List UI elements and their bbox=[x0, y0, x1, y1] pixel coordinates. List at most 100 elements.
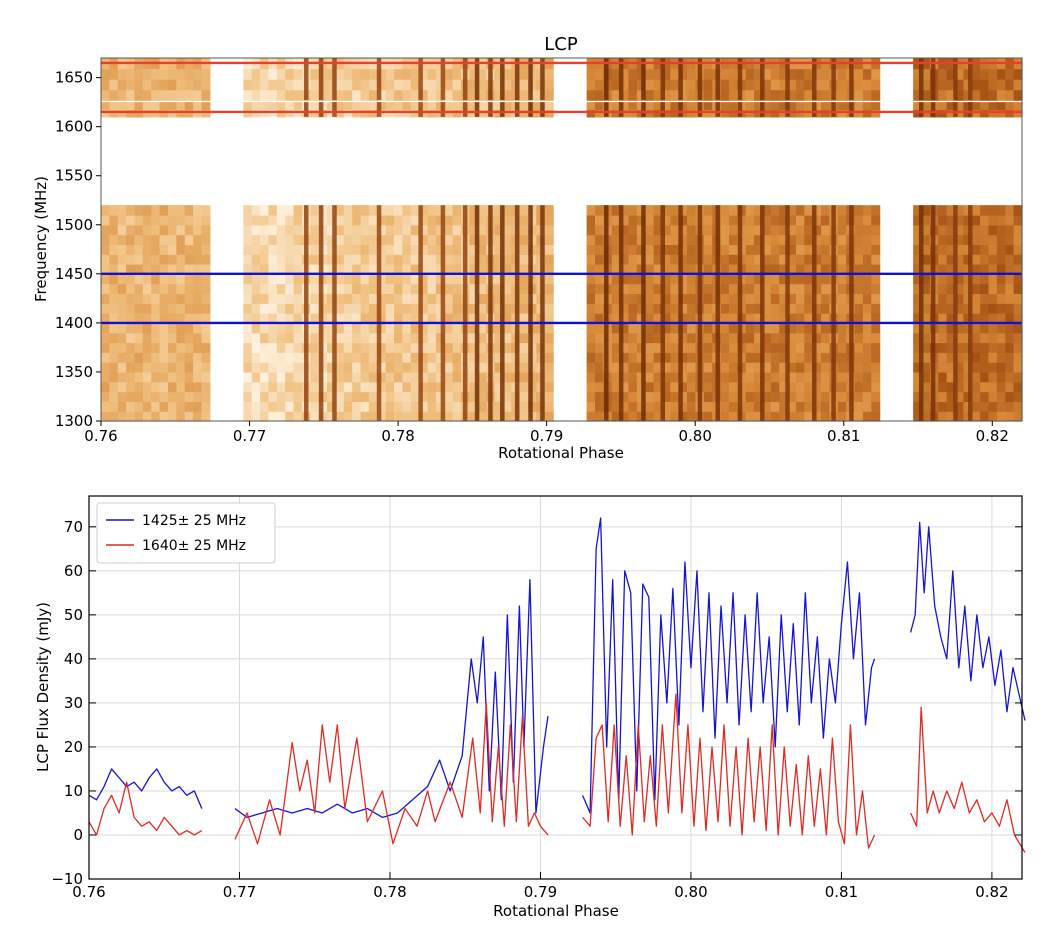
spectrum-cell bbox=[167, 234, 177, 245]
spectrum-cell bbox=[971, 234, 981, 245]
spectrum-cell bbox=[385, 264, 395, 275]
spectrum-cell bbox=[661, 102, 671, 111]
spectrum-cell bbox=[167, 401, 177, 412]
spectrum-cell bbox=[787, 264, 797, 275]
spectrum-cell bbox=[745, 234, 755, 245]
spectrum-cell bbox=[410, 381, 420, 393]
spectrum-cell bbox=[586, 293, 596, 304]
spectrum-cell bbox=[293, 381, 303, 393]
spectrum-cell bbox=[394, 371, 404, 383]
spectrum-cell bbox=[427, 381, 437, 393]
spectrum-cell bbox=[368, 234, 378, 245]
spectrum-cell bbox=[134, 362, 144, 373]
spectrum-cell bbox=[628, 362, 638, 373]
spectrum-cell bbox=[385, 332, 395, 344]
spectrum-cell bbox=[469, 332, 479, 344]
spectrum-cell bbox=[921, 254, 931, 265]
spectrum-cell bbox=[938, 322, 948, 334]
spectrum-cell bbox=[368, 254, 378, 265]
spectrum-cell bbox=[159, 89, 169, 101]
spectrum-cell bbox=[971, 391, 981, 402]
spectrum-cell bbox=[394, 68, 404, 80]
spectrum-cell bbox=[394, 244, 404, 255]
spectrum-cell bbox=[871, 401, 881, 412]
spectrum-cell bbox=[151, 224, 161, 236]
spectrum-cell bbox=[586, 205, 596, 216]
spectrum-cell bbox=[402, 244, 412, 255]
spectrum-cell bbox=[628, 332, 638, 344]
spectrum-cell bbox=[703, 234, 713, 245]
spectrum-cell bbox=[109, 234, 119, 245]
spectrum-cell bbox=[804, 293, 814, 304]
spectrum-cell bbox=[963, 411, 973, 422]
burst-stripe bbox=[440, 58, 446, 101]
spectrum-cell bbox=[586, 342, 596, 353]
spectrum-cell bbox=[703, 381, 713, 393]
spectrum-cell bbox=[913, 283, 923, 295]
spectrum-cell bbox=[419, 283, 429, 295]
spectrum-cell bbox=[276, 371, 286, 383]
spectrum-cell bbox=[201, 411, 211, 422]
spectrum-cell bbox=[544, 109, 554, 118]
spectrum-cell bbox=[762, 283, 772, 295]
spectrum-cell bbox=[184, 411, 194, 422]
spectrum-cell bbox=[410, 264, 420, 275]
spectrum-cell bbox=[996, 313, 1006, 324]
spectrum-cell bbox=[762, 371, 772, 383]
spectrum-cell bbox=[996, 244, 1006, 255]
spectrum-cell bbox=[980, 411, 990, 422]
spectrum-cell bbox=[594, 352, 604, 363]
spectrum-cell bbox=[494, 68, 504, 80]
spectrum-cell bbox=[812, 411, 822, 422]
spectrum-cell bbox=[946, 102, 956, 111]
spectrum-cell bbox=[285, 109, 295, 118]
spectrum-cell bbox=[427, 109, 437, 118]
spectrum-cell bbox=[862, 234, 872, 245]
spectrum-cell bbox=[1013, 254, 1023, 265]
spectrum-cell bbox=[394, 362, 404, 373]
spectrum-cell bbox=[586, 254, 596, 265]
spectrum-cell bbox=[117, 264, 127, 275]
spectrum-cell bbox=[410, 254, 420, 265]
spectrum-cell bbox=[938, 283, 948, 295]
spectrum-cell bbox=[167, 391, 177, 402]
spectrum-cell bbox=[159, 322, 169, 334]
spectrum-cell bbox=[452, 313, 462, 324]
spectrum-cell bbox=[276, 283, 286, 295]
spectrum-cell bbox=[980, 293, 990, 304]
spectrum-cell bbox=[862, 352, 872, 363]
spectrum-cell bbox=[837, 293, 847, 304]
spectrum-cell bbox=[243, 303, 253, 314]
spectrum-cell bbox=[327, 273, 337, 285]
spectrum-cell bbox=[385, 342, 395, 353]
spectrum-cell bbox=[754, 244, 764, 255]
spectrum-cell bbox=[394, 381, 404, 393]
spectrum-cell bbox=[142, 273, 152, 285]
spectrum-cell bbox=[519, 401, 529, 412]
spectrum-cell bbox=[1013, 322, 1023, 334]
spectrum-cell bbox=[594, 371, 604, 383]
spectrum-cell bbox=[293, 401, 303, 412]
spectrum-cell bbox=[745, 293, 755, 304]
spectrum-cell bbox=[444, 234, 454, 245]
spectrum-cell bbox=[435, 224, 445, 236]
spectrum-cell bbox=[444, 273, 454, 285]
spectrum-cell bbox=[268, 205, 278, 216]
spectrum-cell bbox=[971, 303, 981, 314]
spectrum-cell bbox=[653, 303, 663, 314]
spectrum-cell bbox=[260, 401, 270, 412]
burst-stripe bbox=[849, 58, 854, 101]
spectrum-cell bbox=[946, 79, 956, 91]
spectrum-cell bbox=[594, 205, 604, 216]
spectrum-cell bbox=[502, 411, 512, 422]
spectrum-cell bbox=[544, 293, 554, 304]
spectrum-cell bbox=[276, 332, 286, 344]
spectrum-cell bbox=[293, 362, 303, 373]
spectrum-cell bbox=[653, 283, 663, 295]
burst-stripe bbox=[500, 58, 505, 101]
spectrum-cell bbox=[678, 89, 688, 101]
spectrum-cell bbox=[787, 322, 797, 334]
spectrum-cell bbox=[360, 362, 370, 373]
burst-stripe bbox=[462, 58, 468, 101]
spectrum-cell bbox=[871, 273, 881, 285]
